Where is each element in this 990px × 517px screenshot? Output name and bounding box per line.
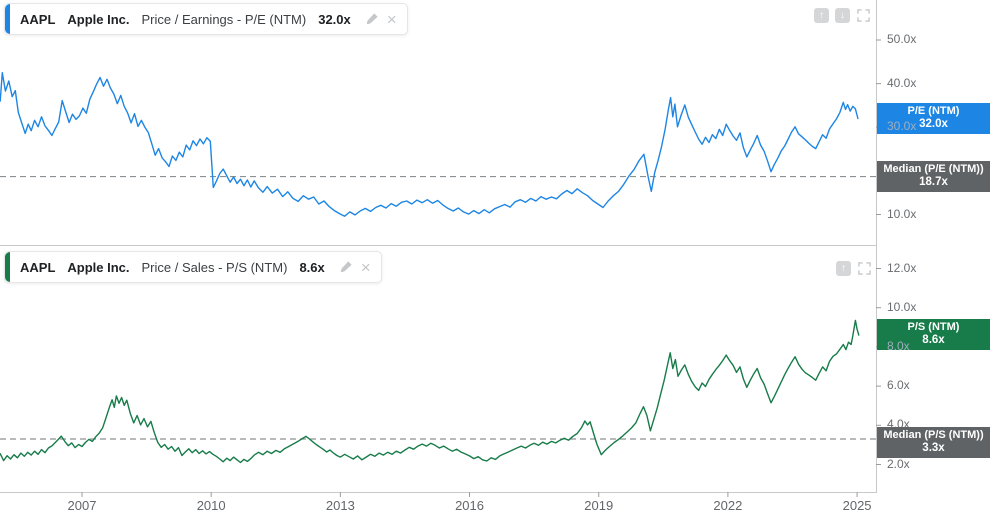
ps-median-badge: Median (P/S (NTM)) 3.3x bbox=[877, 427, 990, 459]
x-axis-tick-label: 2019 bbox=[584, 498, 614, 513]
x-axis-tick-label: 2025 bbox=[842, 498, 872, 513]
pe-accent-bar bbox=[5, 4, 10, 34]
company-name: Apple Inc. bbox=[67, 11, 130, 27]
badge-label: P/E (NTM) bbox=[907, 104, 960, 117]
x-axis-tick-label: 2013 bbox=[325, 498, 355, 513]
y-axis-tick-label: 12.0x bbox=[887, 260, 917, 275]
move-panel-up-button[interactable]: ↑ bbox=[836, 261, 851, 276]
close-icon[interactable]: × bbox=[360, 257, 371, 277]
y-axis-tick-label: 40.0x bbox=[887, 75, 917, 90]
expand-panel-icon[interactable] bbox=[857, 261, 872, 276]
y-axis-tick-label: 2.0x bbox=[887, 456, 910, 471]
expand-panel-icon[interactable] bbox=[856, 8, 871, 23]
y-axis-tick-label: 6.0x bbox=[887, 378, 910, 393]
ps-panel-controls: ↑ bbox=[836, 261, 872, 276]
badge-value: 32.0x bbox=[919, 117, 948, 130]
ps-chart-header: AAPL Apple Inc. Price / Sales - P/S (NTM… bbox=[4, 251, 382, 283]
y-axis-tick-label: 8.0x bbox=[887, 338, 910, 353]
badge-value: 3.3x bbox=[922, 442, 945, 455]
move-panel-down-button[interactable]: ↓ bbox=[835, 8, 850, 23]
close-icon[interactable]: × bbox=[386, 9, 397, 29]
x-axis-tick-label: 2010 bbox=[196, 498, 226, 513]
metric-value: 8.6x bbox=[299, 259, 325, 275]
y-axis-tick-label: 30.0x bbox=[887, 119, 917, 134]
y-axis-tick-label: 10.0x bbox=[887, 206, 917, 221]
company-name: Apple Inc. bbox=[67, 259, 130, 275]
style-brush-icon[interactable] bbox=[339, 260, 353, 274]
badge-value: 18.7x bbox=[919, 175, 948, 188]
metric-name: Price / Sales - P/S (NTM) bbox=[141, 259, 288, 275]
pe-current-value-badge: P/E (NTM) 32.0x bbox=[877, 102, 990, 134]
badge-label: P/S (NTM) bbox=[907, 321, 960, 334]
ticker-symbol: AAPL bbox=[20, 11, 56, 27]
x-axis-tick-label: 2007 bbox=[67, 498, 97, 513]
style-brush-icon[interactable] bbox=[365, 12, 379, 26]
badge-value: 8.6x bbox=[922, 334, 945, 347]
x-axis-tick-label: 2016 bbox=[455, 498, 484, 513]
x-axis-tick-label: 2022 bbox=[713, 498, 743, 513]
ps-accent-bar bbox=[5, 252, 10, 282]
ticker-symbol: AAPL bbox=[20, 259, 56, 275]
pe-median-badge: Median (P/E (NTM)) 18.7x bbox=[877, 160, 990, 192]
badge-label: Median (P/S (NTM)) bbox=[883, 429, 984, 442]
y-axis-tick-label: 50.0x bbox=[887, 32, 917, 46]
metric-value: 32.0x bbox=[318, 11, 351, 27]
pe-panel-controls: ↑ ↓ bbox=[814, 8, 871, 23]
metric-name: Price / Earnings - P/E (NTM) bbox=[141, 11, 307, 27]
pe-chart-header: AAPL Apple Inc. Price / Earnings - P/E (… bbox=[4, 3, 408, 35]
y-axis-tick-label: 10.0x bbox=[887, 299, 917, 314]
move-panel-up-button[interactable]: ↑ bbox=[814, 8, 829, 23]
ps-current-value-badge: P/S (NTM) 8.6x bbox=[877, 319, 990, 351]
badge-label: Median (P/E (NTM)) bbox=[883, 162, 984, 175]
